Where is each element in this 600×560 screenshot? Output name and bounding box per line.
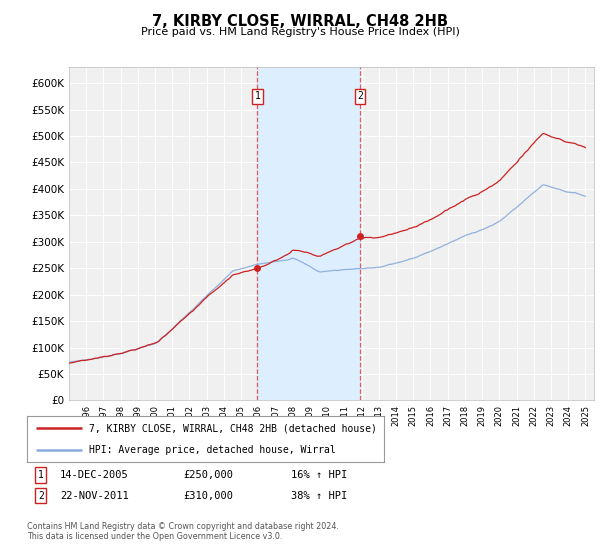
Text: 16% ↑ HPI: 16% ↑ HPI (291, 470, 347, 480)
Text: 7, KIRBY CLOSE, WIRRAL, CH48 2HB: 7, KIRBY CLOSE, WIRRAL, CH48 2HB (152, 14, 448, 29)
Text: 2: 2 (38, 491, 44, 501)
Text: 1: 1 (38, 470, 44, 480)
Text: £310,000: £310,000 (183, 491, 233, 501)
Text: 38% ↑ HPI: 38% ↑ HPI (291, 491, 347, 501)
Text: 2: 2 (357, 91, 363, 101)
Text: 14-DEC-2005: 14-DEC-2005 (60, 470, 129, 480)
Text: Contains HM Land Registry data © Crown copyright and database right 2024.
This d: Contains HM Land Registry data © Crown c… (27, 522, 339, 542)
Text: Price paid vs. HM Land Registry's House Price Index (HPI): Price paid vs. HM Land Registry's House … (140, 27, 460, 37)
Text: HPI: Average price, detached house, Wirral: HPI: Average price, detached house, Wirr… (89, 445, 336, 455)
Text: 1: 1 (254, 91, 260, 101)
Text: £250,000: £250,000 (183, 470, 233, 480)
Text: 7, KIRBY CLOSE, WIRRAL, CH48 2HB (detached house): 7, KIRBY CLOSE, WIRRAL, CH48 2HB (detach… (89, 423, 377, 433)
Bar (257, 67, 360, 400)
Text: 22-NOV-2011: 22-NOV-2011 (60, 491, 129, 501)
